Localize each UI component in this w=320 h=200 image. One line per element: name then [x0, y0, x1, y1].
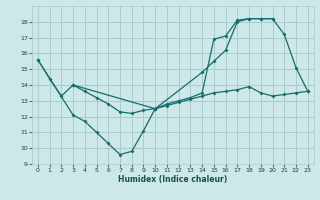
- X-axis label: Humidex (Indice chaleur): Humidex (Indice chaleur): [118, 175, 228, 184]
